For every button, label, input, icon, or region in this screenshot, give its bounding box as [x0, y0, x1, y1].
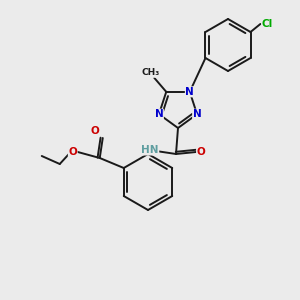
Text: N: N	[154, 109, 164, 119]
Text: N: N	[193, 109, 201, 119]
Text: HN: HN	[141, 145, 159, 155]
Text: Cl: Cl	[262, 19, 273, 29]
Text: N: N	[185, 87, 194, 97]
Text: O: O	[68, 147, 77, 157]
Text: O: O	[90, 126, 99, 136]
Text: CH₃: CH₃	[141, 68, 159, 77]
Text: O: O	[196, 147, 206, 157]
